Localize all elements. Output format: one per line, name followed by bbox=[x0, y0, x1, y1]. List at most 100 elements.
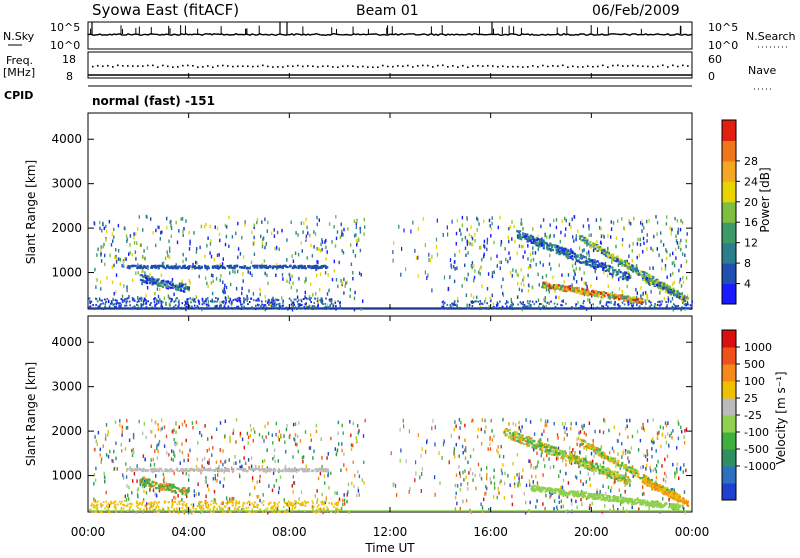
data-pixel bbox=[640, 466, 641, 470]
data-pixel bbox=[289, 273, 290, 277]
data-pixel bbox=[203, 468, 205, 470]
data-pixel bbox=[317, 298, 319, 300]
data-pixel bbox=[122, 430, 123, 434]
data-pixel bbox=[465, 247, 466, 251]
data-pixel bbox=[652, 441, 653, 445]
data-pixel bbox=[499, 216, 500, 220]
data-pixel bbox=[248, 289, 249, 293]
freq-point bbox=[572, 66, 574, 68]
data-pixel bbox=[535, 505, 536, 509]
data-pixel bbox=[304, 505, 306, 507]
station-title: Syowa East (fitACF) bbox=[92, 1, 239, 19]
data-pixel bbox=[581, 503, 582, 507]
data-pixel bbox=[637, 256, 638, 259]
data-pixel bbox=[657, 301, 659, 303]
data-pixel bbox=[427, 274, 428, 278]
data-pixel bbox=[175, 300, 177, 302]
data-pixel bbox=[207, 461, 208, 465]
data-pixel bbox=[175, 304, 177, 306]
data-pixel bbox=[456, 242, 457, 246]
data-pixel bbox=[550, 234, 551, 238]
data-pixel bbox=[507, 474, 508, 478]
data-pixel bbox=[177, 494, 178, 498]
data-pixel bbox=[657, 280, 659, 282]
data-pixel bbox=[263, 439, 264, 443]
data-pixel bbox=[336, 237, 337, 241]
data-pixel bbox=[542, 282, 544, 284]
data-pixel bbox=[296, 443, 297, 447]
data-pixel bbox=[315, 494, 316, 498]
data-pixel bbox=[484, 419, 485, 423]
data-pixel bbox=[155, 434, 156, 438]
freq-point bbox=[392, 66, 394, 68]
data-pixel bbox=[237, 270, 238, 274]
freq-point bbox=[607, 66, 609, 68]
data-pixel bbox=[608, 486, 609, 490]
data-pixel bbox=[678, 228, 679, 232]
data-pixel bbox=[286, 428, 287, 432]
data-pixel bbox=[127, 505, 129, 507]
data-pixel bbox=[118, 302, 120, 304]
data-pixel bbox=[180, 290, 182, 292]
data-pixel bbox=[492, 294, 493, 298]
data-pixel bbox=[325, 271, 326, 275]
freq-point bbox=[507, 66, 509, 68]
data-pixel bbox=[589, 234, 590, 238]
data-pixel bbox=[90, 300, 92, 302]
data-pixel bbox=[627, 456, 628, 460]
data-pixel bbox=[677, 241, 678, 245]
data-pixel bbox=[216, 503, 218, 505]
data-pixel bbox=[205, 267, 207, 269]
data-pixel bbox=[568, 256, 570, 258]
data-pixel bbox=[235, 440, 236, 444]
data-pixel bbox=[660, 425, 661, 429]
data-pixel bbox=[672, 262, 673, 266]
data-pixel bbox=[289, 281, 290, 285]
data-pixel bbox=[582, 261, 584, 263]
freq-point bbox=[252, 66, 254, 68]
data-pixel bbox=[335, 305, 337, 307]
data-pixel bbox=[171, 235, 172, 239]
data-pixel bbox=[677, 463, 678, 467]
data-pixel bbox=[221, 502, 223, 504]
data-pixel bbox=[211, 500, 213, 502]
data-pixel bbox=[234, 455, 235, 459]
data-pixel bbox=[435, 425, 436, 429]
data-pixel bbox=[591, 452, 592, 456]
data-pixel bbox=[491, 222, 492, 226]
data-pixel bbox=[681, 264, 682, 268]
data-pixel bbox=[538, 245, 540, 247]
data-pixel bbox=[650, 290, 651, 294]
data-pixel bbox=[224, 460, 225, 464]
data-pixel bbox=[176, 442, 177, 446]
data-pixel bbox=[354, 474, 355, 478]
data-pixel bbox=[117, 467, 118, 471]
data-pixel bbox=[146, 302, 148, 304]
data-pixel bbox=[538, 299, 539, 303]
data-pixel bbox=[586, 293, 588, 295]
data-pixel bbox=[657, 432, 658, 436]
data-pixel bbox=[625, 490, 626, 494]
data-pixel bbox=[563, 288, 565, 290]
data-pixel bbox=[313, 230, 314, 234]
data-pixel bbox=[175, 421, 176, 425]
data-pixel bbox=[228, 501, 230, 503]
data-pixel bbox=[571, 255, 573, 257]
data-pixel bbox=[181, 442, 182, 446]
data-pixel bbox=[662, 497, 663, 501]
data-pixel bbox=[619, 489, 620, 493]
data-pixel bbox=[303, 221, 304, 225]
data-pixel bbox=[247, 298, 249, 300]
data-pixel bbox=[235, 504, 237, 506]
data-pixel bbox=[576, 438, 577, 442]
data-pixel bbox=[226, 286, 227, 290]
data-pixel bbox=[206, 501, 208, 503]
data-pixel bbox=[171, 227, 172, 231]
data-pixel bbox=[157, 287, 158, 291]
data-pixel bbox=[677, 292, 679, 294]
data-pixel bbox=[172, 504, 174, 506]
data-pixel bbox=[619, 287, 620, 291]
data-pixel bbox=[675, 235, 676, 239]
data-pixel bbox=[462, 238, 463, 242]
